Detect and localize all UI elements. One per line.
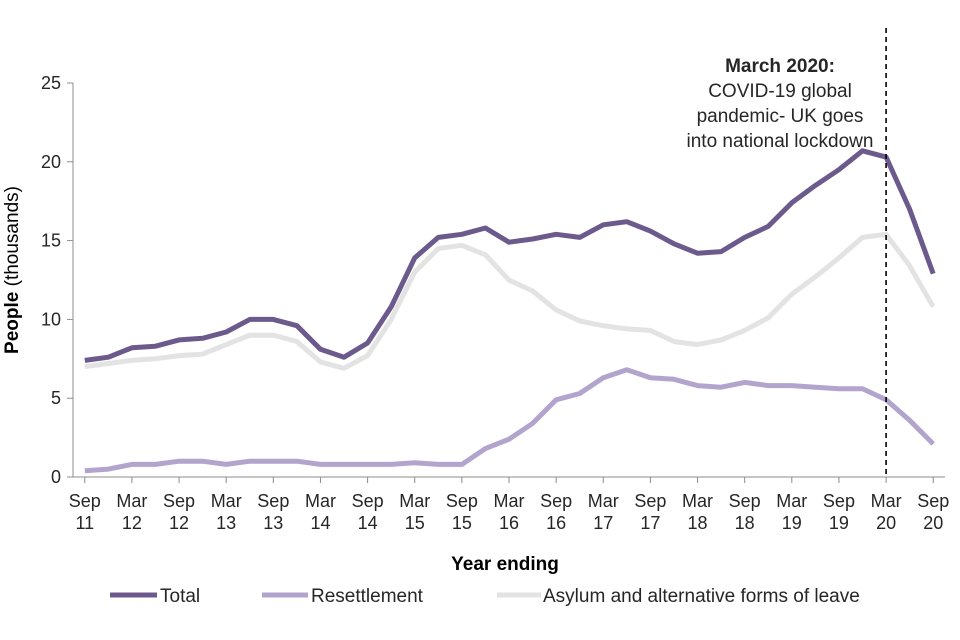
series-line-asylum [84, 231, 936, 371]
x-tick-label-month: Mar [211, 491, 242, 511]
x-tick-label-year: 13 [216, 513, 236, 533]
x-tick-label-year: 14 [310, 513, 330, 533]
annotation-line-1: COVID-19 global [708, 81, 852, 102]
x-axis-ticks: Sep11Mar12Sep12Mar13Sep13Mar14Sep14Mar15… [69, 477, 949, 533]
annotation-line-3: into national lockdown [687, 131, 874, 152]
x-tick-label-month: Sep [729, 491, 761, 511]
x-tick-label-month: Mar [871, 491, 902, 511]
x-tick-label-year: 11 [75, 513, 94, 533]
x-tick-label-month: Sep [917, 491, 949, 511]
series-line-total [84, 148, 936, 363]
y-axis-title: People (thousands) [2, 186, 23, 354]
x-tick-label-year: 20 [923, 513, 943, 533]
x-tick-label-month: Mar [399, 491, 430, 511]
x-tick-label-month: Mar [116, 491, 147, 511]
x-tick-label-year: 16 [546, 513, 566, 533]
x-tick-label-year: 18 [735, 513, 755, 533]
x-tick-label-month: Mar [682, 491, 713, 511]
x-tick-label-year: 19 [829, 513, 849, 533]
x-tick-label-month: Sep [257, 491, 289, 511]
annotation-heading: March 2020: [725, 56, 835, 77]
x-tick-label-month: Mar [305, 491, 336, 511]
x-tick-label-month: Mar [776, 491, 807, 511]
x-tick-label-month: Sep [540, 491, 572, 511]
legend: Total Resettlement Asylum and alternativ… [110, 586, 860, 607]
x-tick-label-year: 19 [782, 513, 802, 533]
x-tick-label-year: 13 [263, 513, 283, 533]
y-axis-ticks: 0 5 10 15 20 25 [41, 73, 73, 487]
y-tick-label: 15 [41, 231, 61, 251]
x-tick-label-year: 12 [122, 513, 142, 533]
x-tick-label-month: Sep [446, 491, 478, 511]
x-tick-label-month: Sep [352, 491, 384, 511]
series-line-resettlement [84, 367, 935, 474]
x-tick-label-month: Sep [163, 491, 195, 511]
x-tick-label-year: 18 [688, 513, 708, 533]
x-tick-label-year: 15 [405, 513, 425, 533]
x-tick-label-year: 12 [169, 513, 189, 533]
legend-label-asylum: Asylum and alternative forms of leave [543, 586, 860, 607]
x-tick-label-month: Sep [69, 491, 101, 511]
series-lines [84, 148, 936, 474]
y-tick-label: 5 [51, 388, 61, 408]
x-tick-label-year: 16 [499, 513, 519, 533]
x-tick-label-year: 15 [452, 513, 472, 533]
annotation-line-2: pandemic- UK goes [697, 106, 864, 127]
y-tick-label: 10 [41, 309, 61, 329]
x-tick-label-year: 20 [876, 513, 896, 533]
legend-label-total: Total [160, 586, 200, 607]
x-tick-label-year: 17 [640, 513, 660, 533]
x-tick-label-year: 14 [358, 513, 378, 533]
y-tick-label: 0 [51, 467, 61, 487]
x-tick-label-month: Sep [823, 491, 855, 511]
x-tick-label-month: Mar [588, 491, 619, 511]
y-tick-label: 25 [41, 73, 61, 93]
x-tick-label-month: Mar [494, 491, 525, 511]
y-tick-label: 20 [41, 152, 61, 172]
x-axis-title: Year ending [451, 554, 559, 575]
x-tick-label-year: 17 [593, 513, 613, 533]
x-tick-label-month: Sep [634, 491, 666, 511]
legend-label-resettlement: Resettlement [311, 586, 424, 607]
